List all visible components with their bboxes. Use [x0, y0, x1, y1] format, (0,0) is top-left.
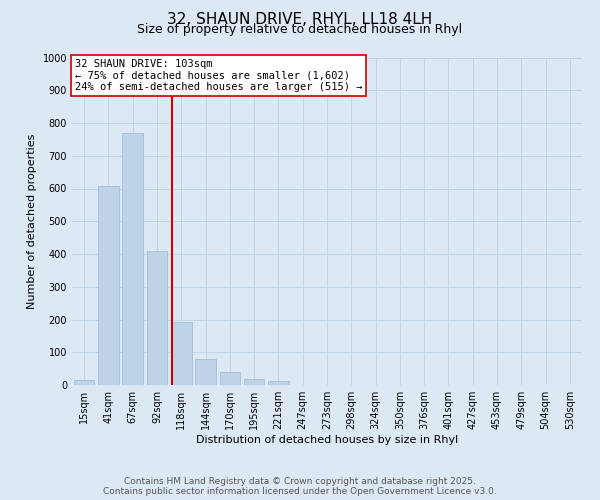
Bar — [98, 186, 119, 385]
Bar — [268, 381, 289, 385]
Text: Contains HM Land Registry data © Crown copyright and database right 2025.
Contai: Contains HM Land Registry data © Crown c… — [103, 476, 497, 496]
Bar — [171, 322, 191, 385]
Y-axis label: Number of detached properties: Number of detached properties — [27, 134, 37, 309]
Bar — [146, 250, 167, 385]
Text: 32, SHAUN DRIVE, RHYL, LL18 4LH: 32, SHAUN DRIVE, RHYL, LL18 4LH — [167, 12, 433, 28]
Text: 32 SHAUN DRIVE: 103sqm
← 75% of detached houses are smaller (1,602)
24% of semi-: 32 SHAUN DRIVE: 103sqm ← 75% of detached… — [74, 59, 362, 92]
Bar — [122, 133, 143, 385]
Text: Size of property relative to detached houses in Rhyl: Size of property relative to detached ho… — [137, 22, 463, 36]
Bar — [195, 360, 216, 385]
Bar — [220, 372, 240, 385]
Bar — [74, 380, 94, 385]
X-axis label: Distribution of detached houses by size in Rhyl: Distribution of detached houses by size … — [196, 435, 458, 445]
Bar — [244, 379, 265, 385]
